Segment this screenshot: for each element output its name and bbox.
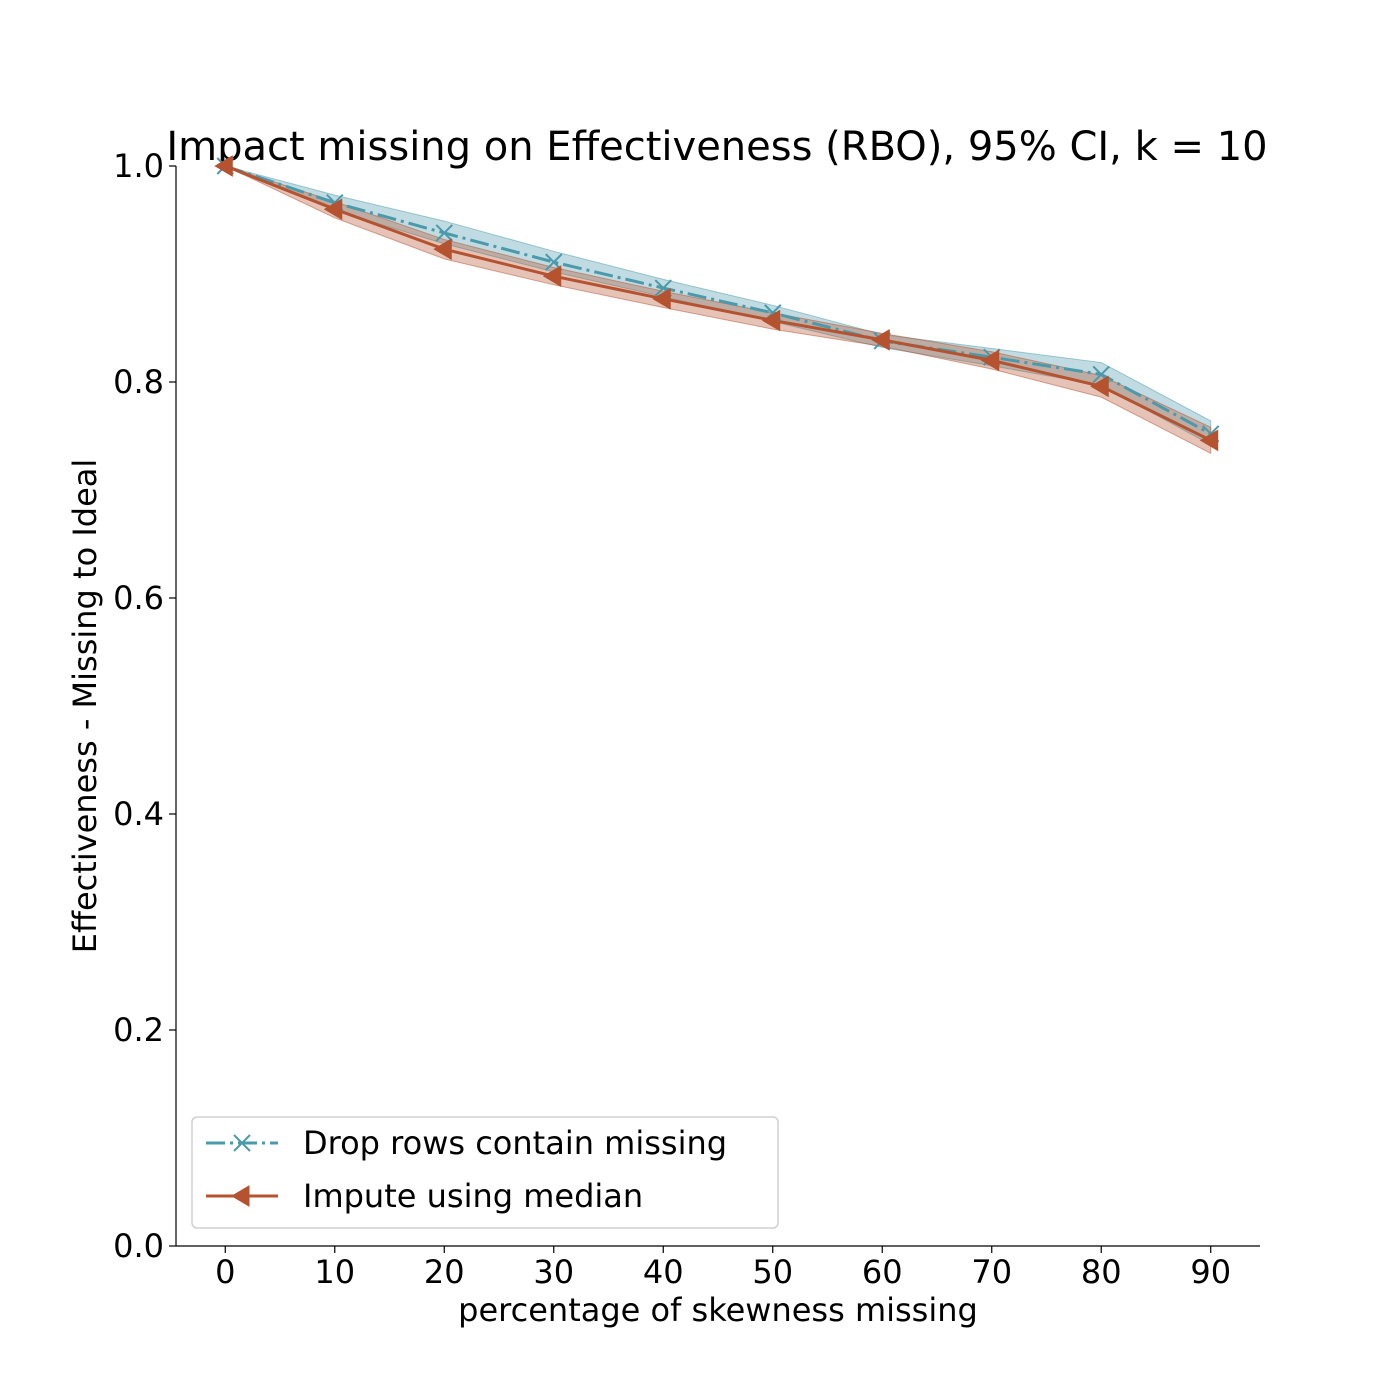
y-axis-label: Effectiveness - Missing to Ideal [66,459,104,954]
series-markers [214,155,1220,452]
x-tick-label: 10 [314,1253,355,1291]
data-point-1-6 [871,329,890,351]
y-tick-label: 0.8 [113,363,164,401]
x-tick-label: 30 [533,1253,574,1291]
series-lines [224,164,1212,442]
data-point-1-5 [761,309,781,332]
x-tick-label: 80 [1081,1253,1122,1291]
x-tick-label: 20 [424,1253,465,1291]
x-tick-label: 50 [752,1253,793,1291]
y-tick-label: 0.6 [113,579,164,617]
x-tick-label: 60 [862,1253,903,1291]
plot-area [214,155,1220,455]
x-tick-label: 40 [643,1253,684,1291]
data-point-1-7 [980,349,1000,372]
series-line-0 [224,164,1212,436]
y-tick-label: 0.2 [113,1011,164,1049]
series-line-1 [224,164,1212,442]
data-point-1-4 [652,287,671,310]
legend-frame [191,1116,779,1229]
chart-title: Impact missing on Effectiveness (RBO), 9… [166,124,1267,170]
y-tick-label: 1.0 [113,147,164,185]
data-point-1-9 [1199,429,1219,452]
x-tick-label: 70 [971,1253,1012,1291]
y-axis-ticks: 0.0 0.2 0.4 0.6 0.8 1.0 [113,147,176,1265]
data-point-1-3 [542,265,562,288]
legend-label-1: Impute using median [303,1177,643,1215]
x-tick-label: 0 [215,1253,235,1291]
y-tick-label: 0.4 [113,795,164,833]
x-tick-label: 90 [1190,1253,1231,1291]
y-tick-label: 0.0 [113,1227,164,1265]
data-point-1-0 [214,155,233,177]
legend: Drop rows contain missing Impute using me… [191,1116,779,1229]
data-point-1-2 [433,238,452,261]
legend-label-0: Drop rows contain missing [303,1124,727,1162]
x-axis-ticks: 0 10 20 30 40 50 60 70 80 90 [215,1246,1231,1291]
legend-marker-1 [231,1185,250,1207]
x-axis-label: percentage of skewness missing [458,1291,978,1329]
data-point-1-1 [323,198,343,221]
data-point-0-2 [435,224,453,242]
legend-entries: Drop rows contain missing Impute using me… [206,1124,727,1215]
legend-marker-0 [233,1134,251,1152]
data-point-1-8 [1090,375,1109,398]
